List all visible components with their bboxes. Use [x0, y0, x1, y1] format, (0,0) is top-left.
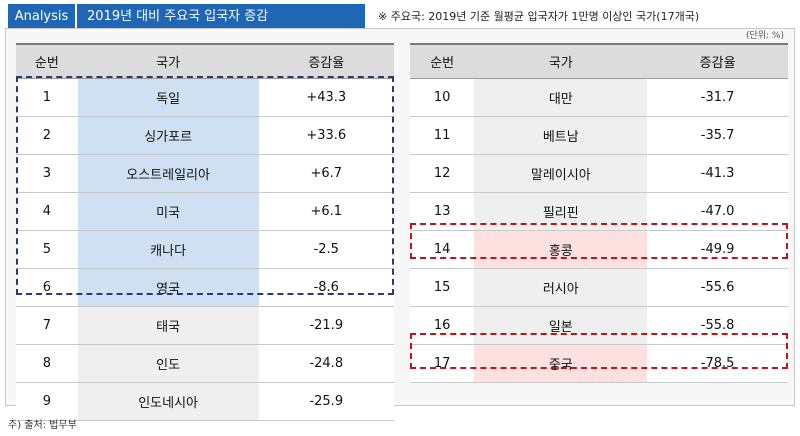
table-row: 5 캐나다 -2.5: [16, 230, 394, 269]
rate-cell: -24.8: [258, 344, 394, 383]
rank-cell: 2: [16, 116, 78, 155]
rate-cell: -55.6: [647, 268, 788, 307]
rate-cell: -21.9: [258, 306, 394, 345]
col-rank-header: 순번: [410, 43, 475, 79]
rate-cell: -25.9: [258, 382, 394, 421]
analysis-badge: Analysis: [8, 4, 75, 29]
table-row: 15 러시아 -55.6: [410, 268, 788, 307]
rank-cell: 12: [410, 154, 475, 193]
country-cell: 러시아: [474, 268, 648, 307]
rank-cell: 13: [410, 192, 475, 231]
country-cell: 말레이시아: [474, 154, 648, 193]
country-cell: 인도네시아: [77, 382, 259, 421]
right-table: 순번 국가 증감율 10 대만 -31.7 11 베트남 -35.7 12 말레이시아 -4…: [410, 43, 788, 383]
rate-cell: +6.7: [258, 154, 394, 193]
country-cell: 싱가포르: [77, 116, 259, 155]
table-row: 17 중국 -78.5: [410, 344, 788, 383]
country-cell: 캐나다: [77, 230, 259, 269]
table-row: 11 베트남 -35.7: [410, 116, 788, 155]
rate-cell: -8.6: [258, 268, 394, 307]
rank-cell: 9: [16, 382, 78, 421]
rank-cell: 15: [410, 268, 475, 307]
col-rank-header: 순번: [16, 43, 78, 79]
page-title: 2019년 대비 주요국 입국자 증감: [75, 4, 365, 29]
table-row: 16 일본 -55.8: [410, 306, 788, 345]
table-row: 14 홍콩 -49.9: [410, 230, 788, 269]
rank-cell: 7: [16, 306, 78, 345]
rank-cell: 14: [410, 230, 475, 269]
rate-cell: -47.0: [647, 192, 788, 231]
country-cell: 인도: [77, 344, 259, 383]
rate-cell: -55.8: [647, 306, 788, 345]
rate-cell: -78.5: [647, 344, 788, 383]
col-rate-header: 증감율: [258, 43, 394, 79]
country-cell: 영국: [77, 268, 259, 307]
source-note: 주) 출처: 법무부: [8, 420, 77, 431]
rate-cell: -35.7: [647, 116, 788, 155]
country-cell: 일본: [474, 306, 648, 345]
rate-cell: +6.1: [258, 192, 394, 231]
country-cell: 오스트레일리아: [77, 154, 259, 193]
rate-cell: -2.5: [258, 230, 394, 269]
rank-cell: 5: [16, 230, 78, 269]
rate-cell: -49.9: [647, 230, 788, 269]
table-row: 13 필리핀 -47.0: [410, 192, 788, 231]
country-cell: 태국: [77, 306, 259, 345]
country-cell: 독일: [77, 78, 259, 117]
country-cell: 필리핀: [474, 192, 648, 231]
rank-cell: 4: [16, 192, 78, 231]
rank-cell: 1: [16, 78, 78, 117]
country-cell: 중국: [474, 344, 648, 383]
rank-cell: 8: [16, 344, 78, 383]
country-cell: 홍콩: [474, 230, 648, 269]
table-row: 7 태국 -21.9: [16, 306, 394, 345]
table-row: 3 오스트레일리아 +6.7: [16, 154, 394, 193]
header-note: ※ 주요국: 2019년 기준 월평균 입국자가 1만명 이상인 국가(17개국…: [378, 10, 700, 23]
rate-cell: -31.7: [647, 78, 788, 117]
table-row: 2 싱가포르 +33.6: [16, 116, 394, 155]
col-country-header: 국가: [474, 43, 648, 79]
col-rate-header: 증감율: [647, 43, 788, 79]
rate-cell: -41.3: [647, 154, 788, 193]
table-row: 10 대만 -31.7: [410, 78, 788, 117]
rank-cell: 6: [16, 268, 78, 307]
rank-cell: 11: [410, 116, 475, 155]
country-cell: 대만: [474, 78, 648, 117]
country-cell: 미국: [77, 192, 259, 231]
table-row: 9 인도네시아 -25.9: [16, 382, 394, 421]
rank-cell: 16: [410, 306, 475, 345]
table-row: 8 인도 -24.8: [16, 344, 394, 383]
rank-cell: 17: [410, 344, 475, 383]
rank-cell: 3: [16, 154, 78, 193]
country-cell: 베트남: [474, 116, 648, 155]
left-table: 순번 국가 증감율 1 독일 +43.3 2 싱가포르 +33.6 3 오스트레일리아 +6…: [16, 43, 394, 421]
table-row: 12 말레이시아 -41.3: [410, 154, 788, 193]
rate-cell: +43.3: [258, 78, 394, 117]
table-row: 4 미국 +6.1: [16, 192, 394, 231]
rank-cell: 10: [410, 78, 475, 117]
table-row: 1 독일 +43.3: [16, 78, 394, 117]
col-country-header: 국가: [77, 43, 259, 79]
rate-cell: +33.6: [258, 116, 394, 155]
unit-label: (단위: %): [745, 31, 784, 41]
table-row: 6 영국 -8.6: [16, 268, 394, 307]
